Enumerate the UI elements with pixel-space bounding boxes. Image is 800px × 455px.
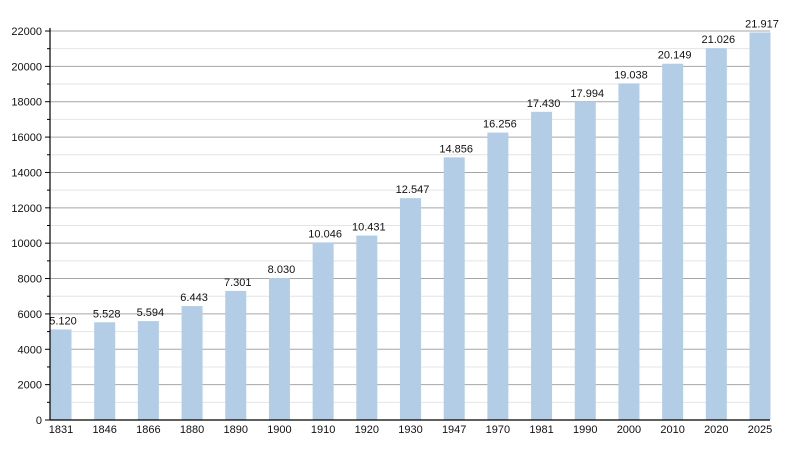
data-label: 10.431 xyxy=(352,222,386,234)
bar xyxy=(618,83,640,421)
bar xyxy=(225,290,247,420)
x-tick-label: 1866 xyxy=(136,424,160,436)
data-label: 14.856 xyxy=(439,143,473,155)
y-tick-label: 8000 xyxy=(18,274,42,286)
x-tick-label: 1910 xyxy=(311,424,335,436)
x-tick-label: 1900 xyxy=(267,424,291,436)
x-tick-label: 1930 xyxy=(398,424,422,436)
bar xyxy=(50,329,72,420)
x-tick-label: 2020 xyxy=(704,424,728,436)
data-label: 21.917 xyxy=(745,18,779,30)
bar xyxy=(94,322,116,420)
bar xyxy=(443,157,465,420)
x-tick-label: 2025 xyxy=(748,424,772,436)
bar xyxy=(137,321,159,420)
bar xyxy=(662,63,684,421)
bar xyxy=(574,101,596,420)
y-tick-label: 2000 xyxy=(18,380,42,392)
bar xyxy=(531,111,553,420)
bar xyxy=(705,48,727,420)
y-tick-label: 14000 xyxy=(11,167,42,179)
x-tick-label: 1970 xyxy=(486,424,510,436)
x-tick-label: 1990 xyxy=(573,424,597,436)
x-tick-label: 1880 xyxy=(180,424,204,436)
data-label: 17.430 xyxy=(527,98,561,110)
x-tick-label: 1890 xyxy=(224,424,248,436)
y-tick-label: 6000 xyxy=(18,309,42,321)
data-label: 6.443 xyxy=(180,292,208,304)
y-tick-label: 22000 xyxy=(11,26,42,38)
x-tick-label: 1831 xyxy=(49,424,73,436)
data-label: 8.030 xyxy=(268,264,296,276)
y-tick-label: 0 xyxy=(36,415,42,427)
bar xyxy=(749,32,771,420)
data-label: 20.149 xyxy=(658,50,692,62)
data-label: 21.026 xyxy=(701,34,735,46)
x-tick-label: 1981 xyxy=(529,424,553,436)
x-tick-label: 2000 xyxy=(617,424,641,436)
y-tick-label: 4000 xyxy=(18,344,42,356)
bar xyxy=(400,198,421,420)
y-tick-label: 12000 xyxy=(11,203,42,215)
y-tick-label: 20000 xyxy=(11,61,42,73)
data-label: 12.547 xyxy=(396,184,430,196)
data-label: 19.038 xyxy=(614,69,648,81)
bar xyxy=(181,306,203,420)
data-label: 5.528 xyxy=(93,308,121,320)
bar xyxy=(268,278,290,420)
data-label: 16.256 xyxy=(483,119,517,131)
bar xyxy=(312,242,334,420)
data-label: 7.301 xyxy=(224,277,252,289)
x-tick-label: 2010 xyxy=(660,424,684,436)
x-tick-label: 1947 xyxy=(442,424,466,436)
x-tick-label: 1920 xyxy=(355,424,379,436)
bar xyxy=(356,235,378,420)
data-label: 5.120 xyxy=(49,315,77,327)
bar xyxy=(487,132,509,420)
x-tick-label: 1846 xyxy=(92,424,116,436)
data-label: 5.594 xyxy=(137,307,165,319)
y-tick-label: 16000 xyxy=(11,132,42,144)
y-tick-label: 18000 xyxy=(11,97,42,109)
y-tick-label: 10000 xyxy=(11,238,42,250)
data-label: 10.046 xyxy=(308,228,342,240)
data-label: 17.994 xyxy=(570,88,604,100)
